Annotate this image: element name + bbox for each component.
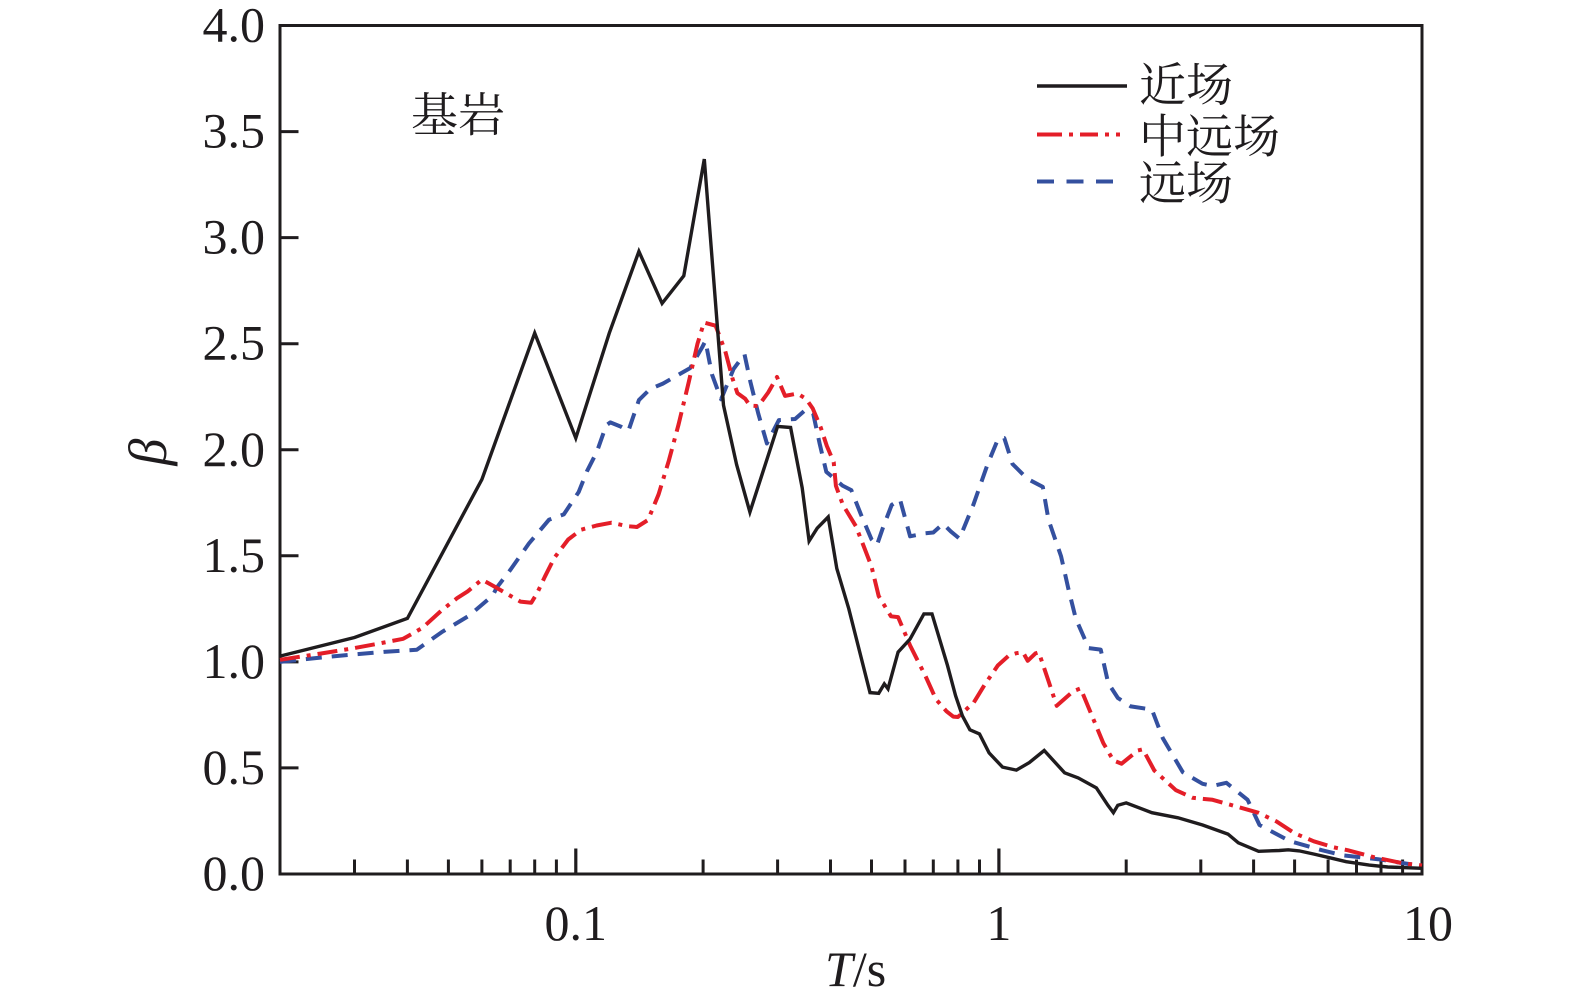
svg-text:0.1: 0.1 [545, 895, 608, 951]
svg-text:1.5: 1.5 [203, 527, 266, 583]
svg-text:1: 1 [986, 895, 1011, 951]
svg-text:3.0: 3.0 [203, 209, 266, 265]
svg-text:0.0: 0.0 [203, 845, 266, 901]
svg-text:2.0: 2.0 [203, 421, 266, 477]
svg-text:1.0: 1.0 [203, 633, 266, 689]
svg-text:β: β [118, 438, 178, 466]
svg-text:10: 10 [1403, 895, 1453, 951]
svg-text:T/s: T/s [825, 941, 886, 997]
svg-text:2.5: 2.5 [203, 315, 266, 371]
svg-text:3.5: 3.5 [203, 103, 266, 159]
svg-text:0.5: 0.5 [203, 739, 266, 795]
svg-text:4.0: 4.0 [203, 0, 266, 53]
